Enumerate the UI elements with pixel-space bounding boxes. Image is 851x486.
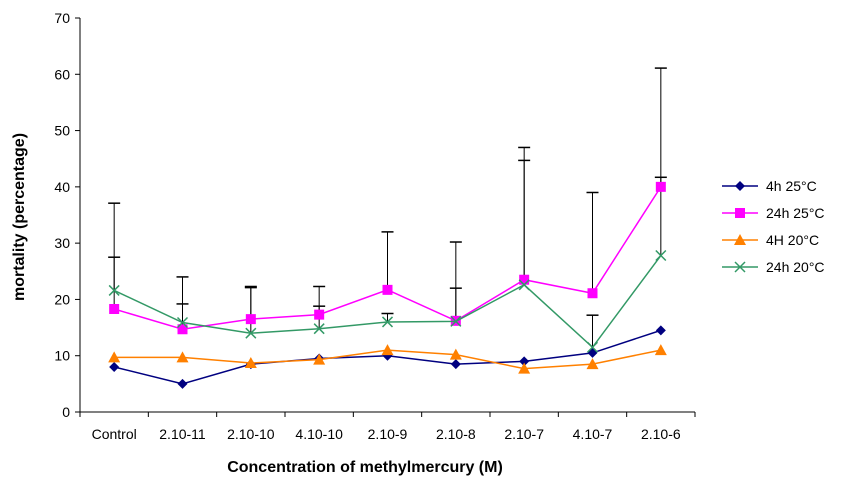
marker-x-stroke xyxy=(176,316,189,329)
legend-label: 4h 25°C xyxy=(766,178,817,194)
x-tick-label: 4.10-10 xyxy=(295,426,343,442)
marker-triangle xyxy=(381,344,394,356)
x-tick-label: 2.10-7 xyxy=(504,426,544,442)
marker-square xyxy=(587,288,598,299)
marker-diamond xyxy=(655,325,666,336)
marker-x xyxy=(176,316,189,329)
legend: 4h 25°C 24h 25°C 4H 20°C 24h 20°C xyxy=(722,178,825,275)
marker-x xyxy=(313,323,325,335)
marker-square xyxy=(382,284,393,295)
marker-x xyxy=(381,316,394,328)
marker-x-stroke xyxy=(734,261,746,273)
marker-diamond xyxy=(519,356,530,367)
marker-x xyxy=(108,284,120,296)
error-bars xyxy=(108,67,667,348)
x-tick-label: 2.10-11 xyxy=(159,426,206,442)
series-lines xyxy=(108,181,667,389)
legend-label: 24h 20°C xyxy=(766,259,825,275)
marker-triangle xyxy=(176,351,189,363)
y-tick-label: 60 xyxy=(54,66,70,82)
y-tick-label: 0 xyxy=(62,404,70,420)
y-axis-title: mortality (percentage) xyxy=(11,133,28,301)
marker-x-stroke xyxy=(586,341,599,353)
marker-diamond xyxy=(109,361,120,372)
marker-triangle xyxy=(586,358,599,370)
marker-triangle xyxy=(734,234,746,245)
marker-x-stroke xyxy=(245,327,257,339)
marker-square xyxy=(245,314,256,325)
marker-square xyxy=(177,324,188,335)
marker-x-stroke xyxy=(313,323,325,335)
marker-x xyxy=(586,341,599,353)
legend-label: 24h 25°C xyxy=(766,205,825,221)
y-tick-label: 40 xyxy=(54,179,70,195)
y-tick-label: 20 xyxy=(54,291,70,307)
marker-x-stroke xyxy=(381,316,394,328)
x-tick-label: 4.10-7 xyxy=(573,426,613,442)
y-tick-label: 30 xyxy=(54,235,70,251)
x-tick-label: 2.10-8 xyxy=(436,426,476,442)
marker-triangle xyxy=(313,353,326,365)
marker-square xyxy=(519,274,530,285)
marker-triangle xyxy=(449,348,462,360)
marker-triangle xyxy=(518,362,531,374)
legend-label: 4H 20°C xyxy=(766,232,819,248)
y-tick-label: 50 xyxy=(54,123,70,139)
y-tick-label: 70 xyxy=(54,10,70,26)
x-tick-label: Control xyxy=(92,426,137,442)
marker-square xyxy=(314,309,325,320)
marker-triangle xyxy=(108,351,121,363)
marker-x-stroke xyxy=(518,279,530,291)
marker-x xyxy=(734,261,746,273)
marker-x-stroke xyxy=(655,249,667,262)
marker-x xyxy=(245,327,257,339)
axes: 0 10 20 30 40 50 60 70 Control 2.10-11 2.10-10 4.10… xyxy=(54,10,696,442)
marker-x xyxy=(518,279,530,291)
marker-x xyxy=(450,315,462,327)
marker-triangle xyxy=(654,344,667,356)
marker-square xyxy=(655,181,666,192)
marker-diamond xyxy=(587,347,598,358)
x-axis-title: Concentration of methylmercury (M) xyxy=(227,459,503,476)
marker-x-stroke xyxy=(108,284,120,296)
x-tick-label: 2.10-9 xyxy=(368,426,408,442)
marker-square xyxy=(735,208,745,218)
marker-x xyxy=(655,249,667,262)
marker-square xyxy=(109,303,120,314)
x-tick-label: 2.10-10 xyxy=(227,426,275,442)
marker-x-stroke xyxy=(450,315,462,327)
marker-diamond xyxy=(735,181,745,191)
y-tick-label: 10 xyxy=(54,348,70,364)
marker-diamond xyxy=(177,378,188,389)
marker-triangle xyxy=(244,357,257,369)
marker-diamond xyxy=(450,359,461,370)
x-tick-label: 2.10-6 xyxy=(641,426,681,442)
